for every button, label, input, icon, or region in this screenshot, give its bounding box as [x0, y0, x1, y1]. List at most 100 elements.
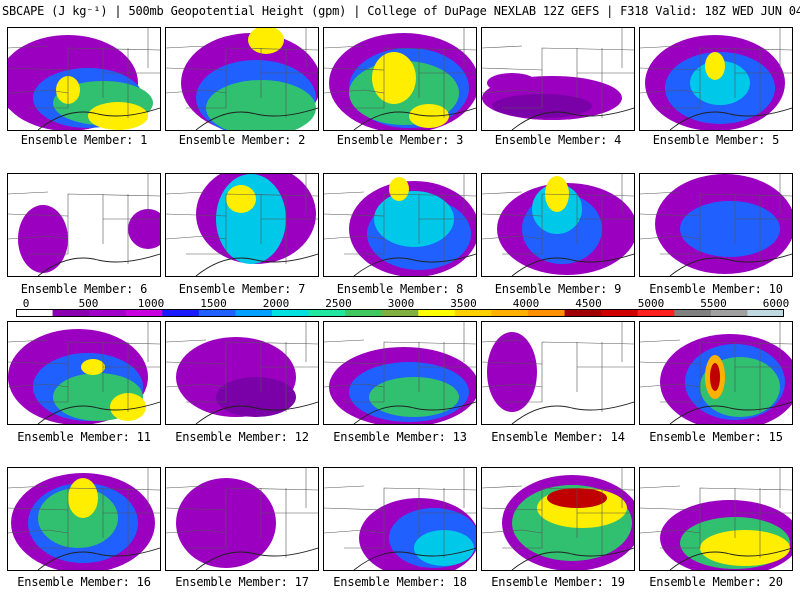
geo-boundary-line — [640, 487, 792, 511]
ensemble-member-map-13 — [323, 321, 477, 425]
geo-boundary-line — [353, 547, 476, 570]
geo-boundary-line — [324, 47, 476, 71]
geo-boundary-line — [28, 70, 69, 109]
colorbar-segment — [52, 309, 90, 317]
colorbar-tick-label: 3000 — [387, 297, 415, 310]
ensemble-member-label: Ensemble Member: 19 — [491, 575, 625, 589]
colorbar-segment — [528, 309, 566, 317]
sbcape-map — [324, 28, 476, 130]
sbcape-map — [8, 322, 160, 424]
geo-boundary-line — [640, 193, 792, 217]
ensemble-member-map-2 — [165, 27, 319, 131]
colorbar-outline — [16, 309, 784, 317]
colorbar-tick-label: 2500 — [325, 297, 352, 310]
geo-boundary-line — [28, 510, 69, 549]
sbcape-map — [324, 322, 476, 424]
geo-boundary-line — [640, 89, 701, 94]
colorbar-tick-label: 5500 — [700, 297, 727, 310]
geo-boundary-line — [324, 193, 476, 217]
ensemble-member-label: Ensemble Member: 14 — [491, 430, 625, 444]
sbcape-map — [8, 468, 160, 570]
sbcape-map — [324, 174, 476, 276]
geo-boundary-line — [166, 529, 227, 534]
geo-boundary-line — [166, 487, 318, 511]
geo-boundary-line — [324, 45, 365, 49]
ensemble-member-label: Ensemble Member: 11 — [17, 430, 151, 444]
geo-boundary-line — [37, 401, 160, 424]
colorbar-tick-label: 1500 — [200, 297, 227, 310]
colorbar-segment — [601, 309, 639, 317]
ensemble-member-map-12 — [165, 321, 319, 425]
colorbar-segment — [125, 309, 163, 317]
geo-boundary-line — [353, 401, 476, 424]
cape-region — [487, 332, 537, 412]
geo-boundary-line — [8, 339, 49, 343]
colorbar-segment — [491, 309, 529, 317]
geo-boundary-line — [482, 47, 634, 71]
colorbar-tick-label: 1000 — [137, 297, 165, 310]
geo-boundary-line — [640, 383, 701, 388]
sbcape-map — [166, 322, 318, 424]
ensemble-member-label: Ensemble Member: 1 — [20, 133, 148, 147]
geo-boundary-line — [166, 383, 227, 388]
colorbar-segment — [454, 309, 492, 317]
geo-boundary-line — [640, 45, 681, 49]
sbcape-map — [482, 322, 634, 424]
geo-boundary-line — [640, 47, 792, 71]
cape-region — [226, 185, 256, 213]
cape-region — [700, 530, 790, 566]
geo-boundary-line — [344, 70, 385, 109]
sbcape-map — [640, 174, 792, 276]
geo-boundary-line — [186, 216, 227, 255]
geo-boundary-line — [482, 339, 523, 343]
geo-boundary-line — [8, 341, 160, 365]
ensemble-member-map-15 — [639, 321, 793, 425]
geo-boundary-line — [640, 529, 701, 534]
geo-boundary-line — [324, 485, 365, 489]
geo-boundary-line — [660, 364, 701, 403]
geo-boundary-line — [324, 487, 476, 511]
colorbar-tick-label: 2000 — [262, 297, 290, 310]
geo-boundary-line — [353, 253, 476, 276]
colorbar-segment — [747, 309, 784, 317]
cape-region — [81, 359, 105, 375]
cape-region — [18, 205, 68, 273]
geo-boundary-line — [353, 107, 476, 130]
ensemble-member-label: Ensemble Member: 4 — [494, 133, 622, 147]
geo-boundary-line — [37, 547, 160, 570]
geo-boundary-line — [186, 70, 227, 109]
geo-boundary-line — [344, 364, 385, 403]
sbcape-map — [166, 28, 318, 130]
colorbar-segment — [308, 309, 346, 317]
colorbar-segment — [564, 309, 602, 317]
ensemble-member-map-16 — [7, 467, 161, 571]
geo-boundary-line — [344, 216, 385, 255]
ensemble-member-label: Ensemble Member: 15 — [649, 430, 783, 444]
ensemble-member-map-10 — [639, 173, 793, 277]
colorbar-segment — [637, 309, 675, 317]
sbcape-map — [8, 28, 160, 130]
ensemble-member-map-5 — [639, 27, 793, 131]
geo-boundary-line — [8, 193, 160, 217]
geo-boundary-line — [166, 47, 318, 71]
colorbar-tick-label: 4000 — [512, 297, 540, 310]
geo-boundary-line — [669, 107, 792, 130]
ensemble-member-map-19 — [481, 467, 635, 571]
geo-boundary-line — [660, 510, 701, 549]
geo-boundary-line — [8, 191, 49, 195]
ensemble-member-map-6 — [7, 173, 161, 277]
ensemble-member-map-3 — [323, 27, 477, 131]
geo-boundary-line — [511, 401, 634, 424]
geo-boundary-line — [660, 70, 701, 109]
geo-boundary-line — [8, 487, 160, 511]
geo-boundary-line — [324, 339, 365, 343]
colorbar-tick-label: 0 — [22, 297, 30, 310]
cape-region — [710, 363, 720, 391]
geo-boundary-line — [28, 364, 69, 403]
geo-boundary-line — [669, 253, 792, 276]
cape-region — [374, 191, 454, 247]
geo-boundary-line — [166, 191, 207, 195]
ensemble-member-map-9 — [481, 173, 635, 277]
sbcape-map — [8, 174, 160, 276]
geo-boundary-line — [324, 191, 365, 195]
